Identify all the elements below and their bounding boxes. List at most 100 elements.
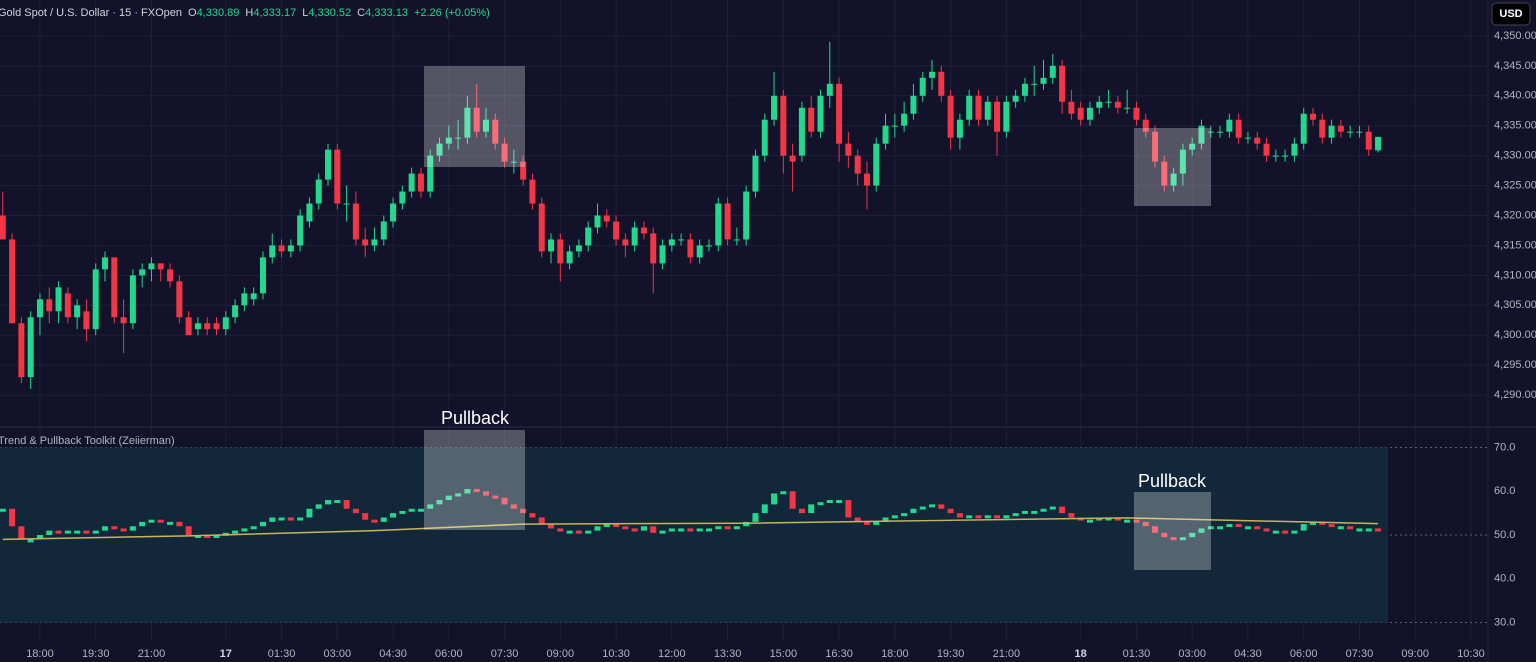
candle-body	[910, 95, 917, 114]
x-tick-label: 06:00	[435, 648, 463, 660]
candle-body	[836, 83, 843, 144]
candle-body	[194, 323, 201, 330]
candle-body	[1152, 131, 1159, 162]
indicator-bar	[139, 521, 146, 527]
candle-body	[603, 215, 610, 222]
y-tick-label: 4,350.00	[1494, 30, 1536, 42]
indicator-bar	[929, 504, 936, 508]
candle-body	[520, 161, 527, 180]
indicator-bar	[631, 528, 638, 532]
candle-body	[1272, 155, 1279, 157]
indicator-bar	[520, 508, 527, 514]
signal-line	[2, 517, 1379, 541]
candle-body	[287, 245, 294, 252]
currency-button[interactable]	[1491, 2, 1531, 26]
candle-body	[826, 83, 833, 96]
candle-body	[1235, 119, 1242, 138]
indicator-bar	[18, 526, 25, 540]
indicator-bar	[594, 526, 601, 531]
indicator-bar	[548, 524, 555, 529]
candle-body	[1086, 107, 1093, 120]
candle-body	[538, 203, 545, 252]
candle-body	[297, 215, 304, 246]
candle-body	[492, 119, 499, 144]
indicator-bar	[1365, 528, 1372, 532]
candle-body	[306, 203, 313, 222]
x-tick-label: 19:30	[82, 648, 110, 660]
candle-body	[1375, 136, 1382, 151]
candle-body	[817, 95, 824, 132]
annotation: Pullback	[441, 408, 510, 428]
candle-body	[259, 257, 266, 294]
indicator-bar	[1031, 510, 1038, 514]
candle-body	[241, 293, 248, 306]
candle-body	[1328, 125, 1335, 138]
indicator-bar	[185, 526, 192, 535]
indicator-bar	[250, 526, 257, 530]
x-tick-label: 09:00	[1401, 648, 1429, 660]
candle-body	[102, 257, 109, 270]
indicator-bar	[743, 521, 750, 527]
indicator-bar	[9, 508, 16, 527]
y-tick-label: 4,295.00	[1494, 359, 1536, 371]
candle-body	[901, 113, 908, 126]
indicator-bar	[826, 500, 833, 503]
indicator-bar	[482, 491, 489, 496]
indicator-bar	[956, 513, 963, 518]
indicator-bar	[297, 517, 304, 521]
y-tick-label: 4,320.00	[1494, 209, 1536, 221]
candle-body	[445, 137, 452, 144]
indicator-bar	[306, 508, 313, 518]
x-tick-label: 01:30	[268, 648, 296, 660]
indicator-bar	[120, 528, 127, 532]
candle-body	[966, 95, 973, 120]
indicator-bar	[622, 526, 629, 530]
indicator-bar	[640, 526, 647, 531]
candle-body	[659, 245, 666, 264]
candle-body	[74, 305, 81, 318]
candle-body	[863, 173, 870, 186]
indicator-bar	[1226, 524, 1233, 528]
candle-body	[157, 263, 164, 270]
indicator-bar	[436, 500, 443, 505]
candle-body	[752, 155, 759, 192]
candle-body	[1124, 107, 1131, 109]
indicator-bar	[417, 508, 424, 512]
indicator-bar	[334, 500, 341, 503]
symbol-name: Gold Spot / U.S. Dollar · 15 · FXOpen	[0, 7, 182, 19]
indicator-bar	[464, 489, 471, 494]
candle-body	[715, 203, 722, 246]
ohlc-value: 4,330.52	[308, 7, 351, 19]
indicator-bar	[362, 513, 369, 520]
indicator-bar	[1300, 524, 1307, 531]
indicator-bar	[761, 504, 768, 514]
indicator-bar	[1086, 519, 1093, 523]
candle-body	[222, 317, 229, 330]
candle-body	[1077, 107, 1084, 120]
indicator-bar	[501, 497, 508, 505]
indicator-bar	[64, 530, 71, 534]
candle-body	[594, 215, 601, 228]
candle-body	[334, 149, 341, 204]
x-tick-label: 15:00	[770, 648, 798, 660]
indicator-bar	[1189, 532, 1196, 538]
x-tick-label: 01:30	[1123, 648, 1151, 660]
candle-body	[436, 143, 443, 156]
candle-body	[325, 149, 332, 180]
indicator-bar	[1012, 513, 1019, 517]
candle-body	[139, 269, 146, 276]
indicator-bar	[603, 524, 610, 528]
indicator-bar	[213, 535, 220, 538]
ohlc-value: 4,333.13	[365, 7, 408, 19]
candle-body	[1254, 137, 1261, 144]
symbol: Gold Spot / U.S. Dollar · 15 · FXOpen O4,…	[0, 7, 490, 19]
candle-body	[938, 71, 945, 96]
candle-body	[529, 179, 536, 204]
currency[interactable]: USD	[1499, 8, 1522, 20]
candle-body	[464, 107, 471, 138]
candle-body	[1142, 119, 1149, 132]
x-tick-label: 10:30	[602, 648, 630, 660]
indicator-bar	[371, 519, 378, 523]
candle-body	[557, 239, 564, 264]
